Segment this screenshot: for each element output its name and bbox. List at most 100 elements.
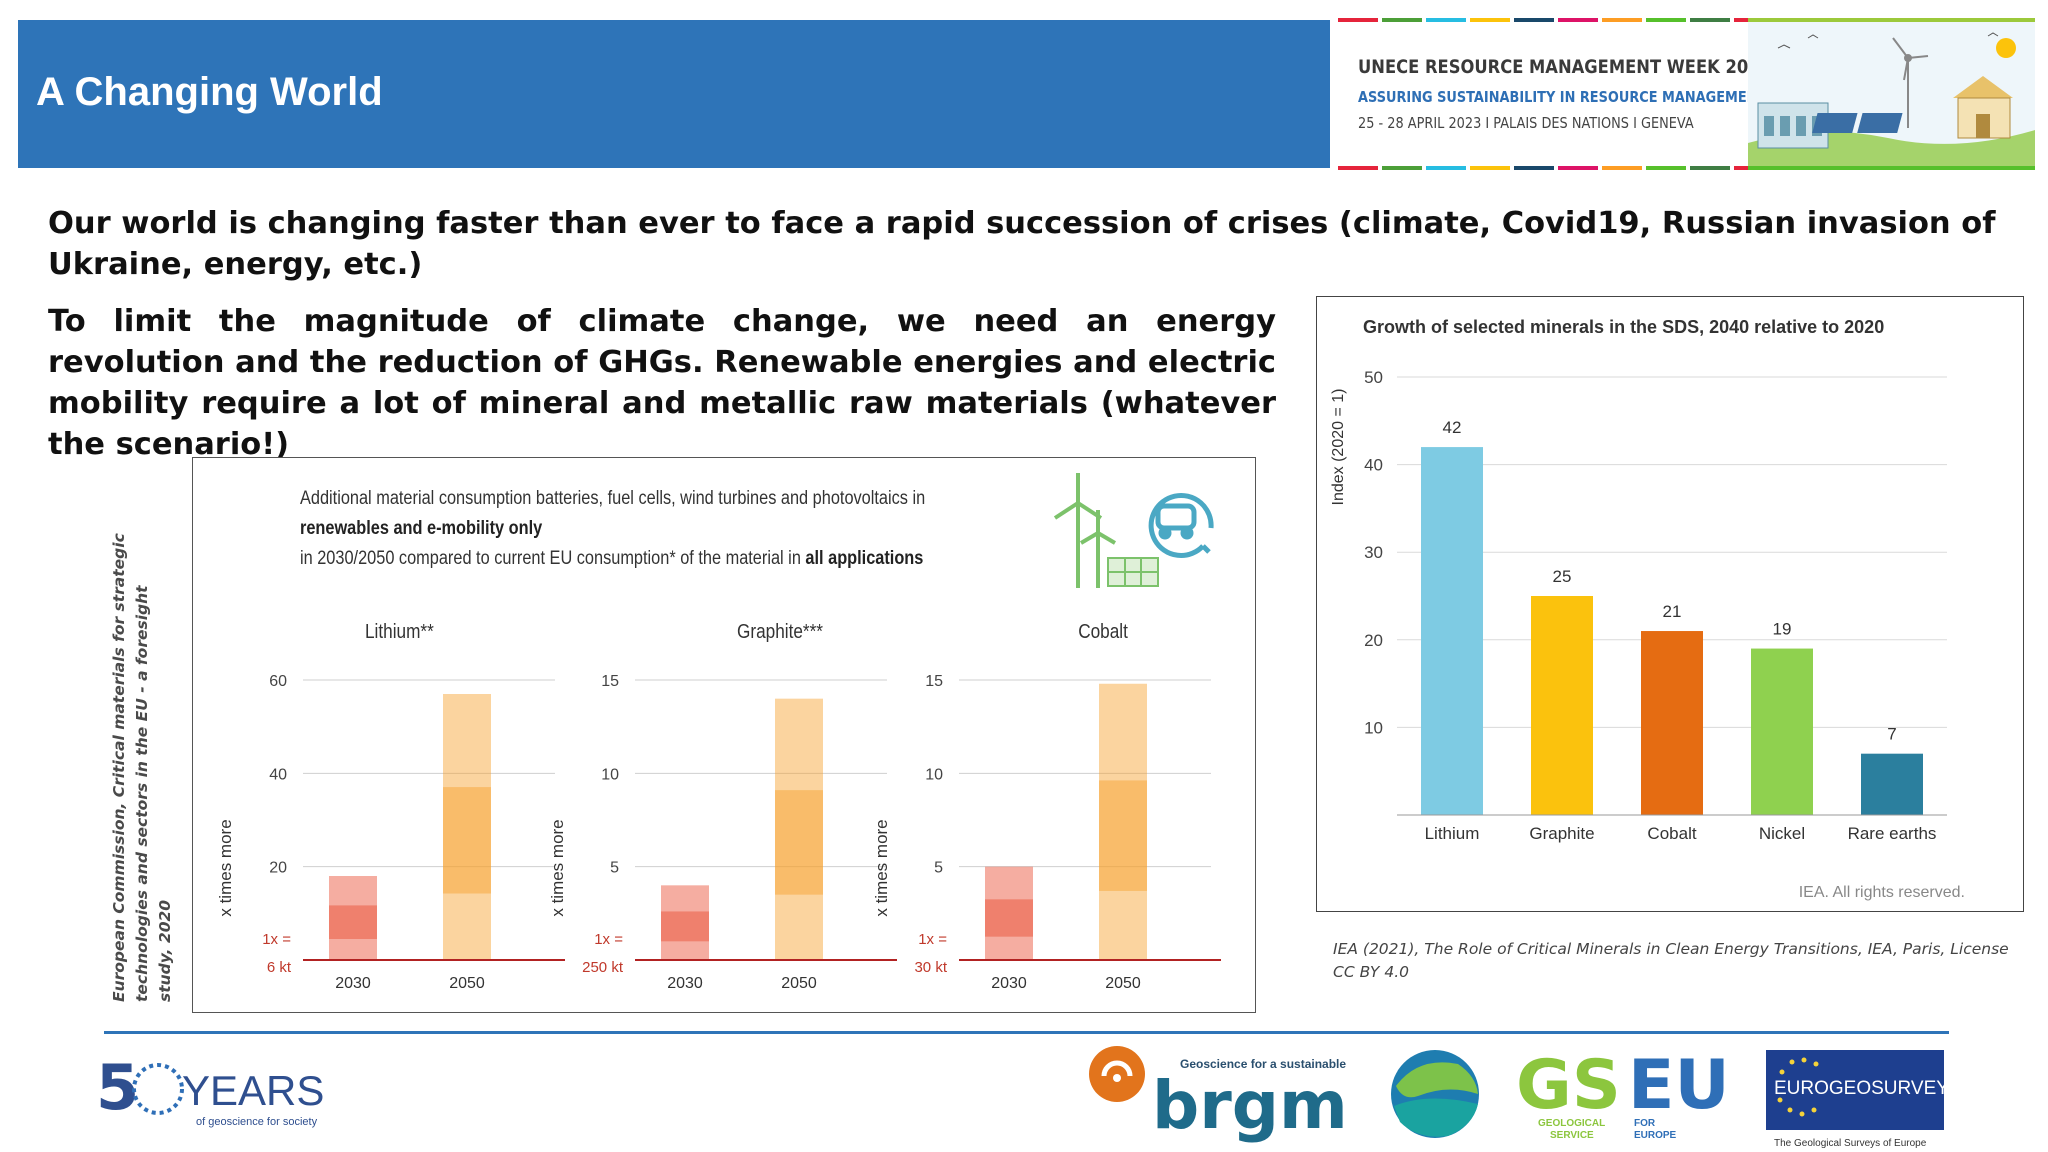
- y-tick-cobalt: 10: [925, 766, 943, 783]
- svg-text:EUROPE: EUROPE: [1634, 1130, 1677, 1141]
- x-tick-graphite: 2050: [781, 975, 817, 992]
- ev-charging-icon: [1148, 492, 1214, 558]
- baseline-label-cobalt: 1x =: [918, 931, 947, 948]
- bar-cobalt-2030: [985, 866, 1033, 960]
- iea-citation: IEA (2021), The Role of Critical Mineral…: [1333, 940, 2009, 981]
- event-banner: UNECE RESOURCE MANAGEMENT WEEK 2023 ASSU…: [1338, 18, 2035, 170]
- y-tick-graphite: 5: [610, 860, 619, 877]
- y-tick-cobalt: 5: [934, 860, 943, 877]
- bar-core-graphite-2050: [775, 790, 823, 895]
- svg-text:EU: EU: [1628, 1046, 1730, 1125]
- bar-core-graphite-2030: [661, 911, 709, 942]
- bar-graphite-2030: [661, 885, 709, 960]
- svg-text:YEARS: YEARS: [182, 1067, 324, 1114]
- svg-text:GEOLOGICAL: GEOLOGICAL: [1538, 1118, 1605, 1129]
- renewable-landscape-illustration: [1748, 18, 2035, 170]
- panel-title-lithium: Lithium**: [365, 620, 434, 643]
- eu-caption-line3: in 2030/2050 compared to current EU cons…: [300, 547, 924, 568]
- bar-lithium-2030: [329, 876, 377, 960]
- bar-lithium-2050: [443, 694, 491, 960]
- y-tick-lithium: 20: [269, 860, 287, 877]
- slide-title: A Changing World: [36, 70, 383, 114]
- intro-paragraph: Our world is changing faster than ever t…: [48, 206, 1996, 282]
- panel-title-graphite: Graphite***: [737, 620, 823, 643]
- bar-core-lithium-2050: [443, 787, 491, 894]
- sdg-color-stripe-bottom: [1338, 166, 1748, 170]
- baseline-label-graphite: 1x =: [594, 931, 623, 948]
- x-tick-lithium: 2050: [449, 975, 485, 992]
- svg-text:FOR: FOR: [1634, 1118, 1656, 1129]
- eurogeosurveys-logo: EUROGEOSURVEYS The Geological Surveys of…: [1766, 1050, 1948, 1149]
- iea-data-label-graphite: 25: [1553, 567, 1572, 586]
- y-axis-label-graphite: x times more: [548, 819, 567, 916]
- baseline-unit-lithium: 6 kt: [267, 959, 292, 976]
- bar-cobalt-2050: [1099, 683, 1147, 960]
- iea-data-label-nickel: 19: [1773, 620, 1792, 639]
- wind-solar-icon: [1053, 473, 1159, 588]
- iea-y-tick: 50: [1364, 368, 1383, 387]
- fifty-years-logo: 5 YEARS of geoscience for society: [96, 1051, 324, 1128]
- brgm-logo: Geoscience for a sustainable Earth brgm: [1089, 1046, 1346, 1144]
- svg-text:EUROGEOSURVEYS: EUROGEOSURVEYS: [1774, 1078, 1948, 1099]
- iea-y-axis-label: Index (2020 = 1): [1330, 389, 1347, 506]
- eu-charts-svg: Additional material consumption batterie…: [216, 473, 1221, 992]
- iea-data-label-cobalt: 21: [1663, 602, 1682, 621]
- panel-title-cobalt: Cobalt: [1078, 620, 1128, 643]
- iea-chart-title: Growth of selected minerals in the SDS, …: [1363, 317, 1884, 337]
- iea-chart-svg: Growth of selected minerals in the SDS, …: [1330, 317, 1965, 901]
- baseline-label-lithium: 1x =: [262, 931, 291, 948]
- eu-caption-line3-text: in 2030/2050 compared to current EU cons…: [300, 547, 805, 568]
- iea-data-label-lithium: 42: [1443, 418, 1462, 437]
- x-tick-lithium: 2030: [335, 975, 371, 992]
- x-tick-cobalt: 2030: [991, 975, 1027, 992]
- eu-caption-line1: Additional material consumption batterie…: [300, 487, 925, 508]
- x-tick-cobalt: 2050: [1105, 975, 1141, 992]
- iea-y-tick: 30: [1364, 543, 1383, 562]
- iea-data-label-rare-earths: 7: [1887, 725, 1896, 744]
- bar-core-cobalt-2050: [1099, 780, 1147, 891]
- bar-core-lithium-2030: [329, 905, 377, 939]
- globe-logo: [1391, 1050, 1479, 1138]
- iea-minerals-chart: Growth of selected minerals in the SDS, …: [1316, 296, 2024, 912]
- y-tick-lithium: 60: [269, 673, 287, 690]
- energy-paragraph: To limit the magnitude of climate change…: [48, 304, 1276, 462]
- iea-y-tick: 20: [1364, 631, 1383, 650]
- sdg-color-stripe-top: [1338, 18, 1748, 22]
- bar-core-cobalt-2030: [985, 899, 1033, 937]
- iea-x-tick-nickel: Nickel: [1759, 824, 1805, 843]
- gseu-logo: GS EU GEOLOGICAL SERVICE FOR EUROPE: [1516, 1046, 1730, 1141]
- iea-bar-rare-earths: [1861, 753, 1923, 815]
- y-tick-cobalt: 15: [925, 673, 943, 690]
- baseline-unit-cobalt: 30 kt: [914, 959, 947, 976]
- event-title: UNECE RESOURCE MANAGEMENT WEEK 2023: [1358, 56, 1771, 78]
- eu-caption-line2: renewables and e-mobility only: [300, 517, 542, 538]
- svg-text:The Geological Surveys of Euro: The Geological Surveys of Europe: [1774, 1138, 1927, 1149]
- x-tick-graphite: 2030: [667, 975, 703, 992]
- iea-bar-cobalt: [1641, 631, 1703, 815]
- iea-bar-lithium: [1421, 447, 1483, 815]
- iea-footnote: IEA. All rights reserved.: [1799, 884, 1965, 901]
- event-dates: 25 - 28 APRIL 2023 I PALAIS DES NATIONS …: [1358, 114, 1694, 132]
- iea-bar-graphite: [1531, 596, 1593, 815]
- event-subtitle: ASSURING SUSTAINABILITY IN RESOURCE MANA…: [1358, 88, 1767, 106]
- iea-bar-nickel: [1751, 648, 1813, 815]
- iea-y-tick: 40: [1364, 456, 1383, 475]
- svg-text:Geoscience for a sustainable E: Geoscience for a sustainable Earth: [1180, 1057, 1346, 1071]
- y-tick-graphite: 15: [601, 673, 619, 690]
- svg-text:SERVICE: SERVICE: [1550, 1130, 1594, 1141]
- iea-x-tick-cobalt: Cobalt: [1647, 824, 1696, 843]
- iea-x-tick-graphite: Graphite: [1529, 824, 1594, 843]
- svg-text:GS: GS: [1516, 1046, 1621, 1125]
- svg-text:5: 5: [96, 1051, 139, 1124]
- eu-material-demand-figure: Additional material consumption batterie…: [192, 457, 1256, 1013]
- eu-panels: Lithium** 20 40 60 x times more 2030 2050 1x = 6…: [216, 620, 1221, 992]
- y-axis-label-lithium: x times more: [216, 819, 235, 916]
- y-tick-graphite: 10: [601, 766, 619, 783]
- iea-y-tick: 10: [1364, 718, 1383, 737]
- title-bar: [18, 20, 1330, 168]
- eu-study-citation: European Commission, Critical materials …: [110, 533, 174, 1002]
- baseline-unit-graphite: 250 kt: [582, 959, 624, 976]
- bar-graphite-2050: [775, 698, 823, 960]
- footer-rule: [104, 1031, 1949, 1034]
- svg-text:of geoscience for society: of geoscience for society: [196, 1116, 318, 1128]
